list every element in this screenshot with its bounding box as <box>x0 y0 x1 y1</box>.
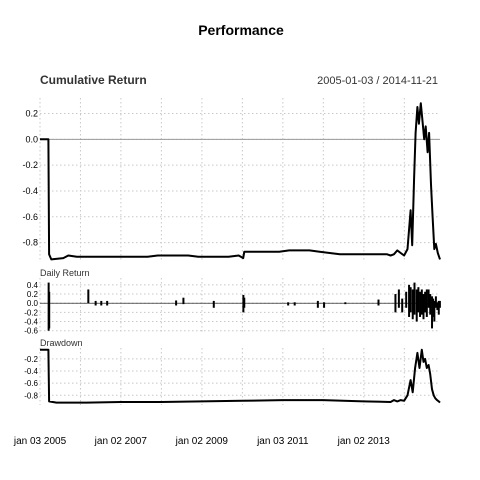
x-tick-label: jan 03 2005 <box>13 436 67 447</box>
x-axis: jan 03 2005 jan 02 2007 jan 02 2009 jan 03 … <box>13 436 390 447</box>
cumulative-return-panel-title: Cumulative Return <box>40 73 147 87</box>
y-tick-label: 0.2 <box>25 108 38 118</box>
y-tick-label: -0.2 <box>22 160 38 170</box>
chart-title: Performance <box>198 22 284 38</box>
x-tick-label: jan 02 2013 <box>337 436 391 447</box>
y-tick-label: -0.6 <box>24 327 38 336</box>
panel-drawdown: -0.2 -0.4 -0.6 -0.8 <box>24 348 441 405</box>
y-tick-label: -0.2 <box>24 355 38 364</box>
daily-return-panel-title: Daily Return <box>40 268 90 278</box>
y-tick-label: 0.0 <box>25 134 38 144</box>
y-tick-label: 0.4 <box>27 281 39 290</box>
x-tick-label: jan 03 2011 <box>256 436 309 447</box>
y-tick-label: -0.6 <box>24 379 38 388</box>
y-tick-label: -0.8 <box>24 391 38 400</box>
panel-cumulative-return: 0.2 0.0 -0.2 -0.4 -0.6 -0.8 <box>22 98 441 262</box>
drawdown-panel-title: Drawdown <box>40 338 83 348</box>
y-tick-label: -0.4 <box>24 318 38 327</box>
x-tick-label: jan 02 2009 <box>175 436 229 447</box>
y-tick-label: 0.2 <box>27 290 39 299</box>
panel-daily-return: 0.40.20.0-0.2-0.4-0.6 <box>24 278 441 336</box>
date-range-label: 2005-01-03 / 2014-11-21 <box>317 75 438 87</box>
y-tick-label: -0.4 <box>24 367 38 376</box>
y-tick-label: -0.2 <box>24 308 38 317</box>
y-tick-label: -0.4 <box>22 186 38 196</box>
panels-layer: 0.20.0-0.2-0.4-0.6-0.80.40.20.0-0.2-0.4-… <box>22 98 441 405</box>
series-line-cumulative-return <box>40 102 441 261</box>
y-tick-label: -0.8 <box>22 238 38 248</box>
x-tick-label: jan 02 2007 <box>94 436 148 447</box>
series-line-drawdown <box>40 348 441 404</box>
y-tick-label: -0.6 <box>22 212 38 222</box>
y-tick-label: 0.0 <box>27 299 39 308</box>
